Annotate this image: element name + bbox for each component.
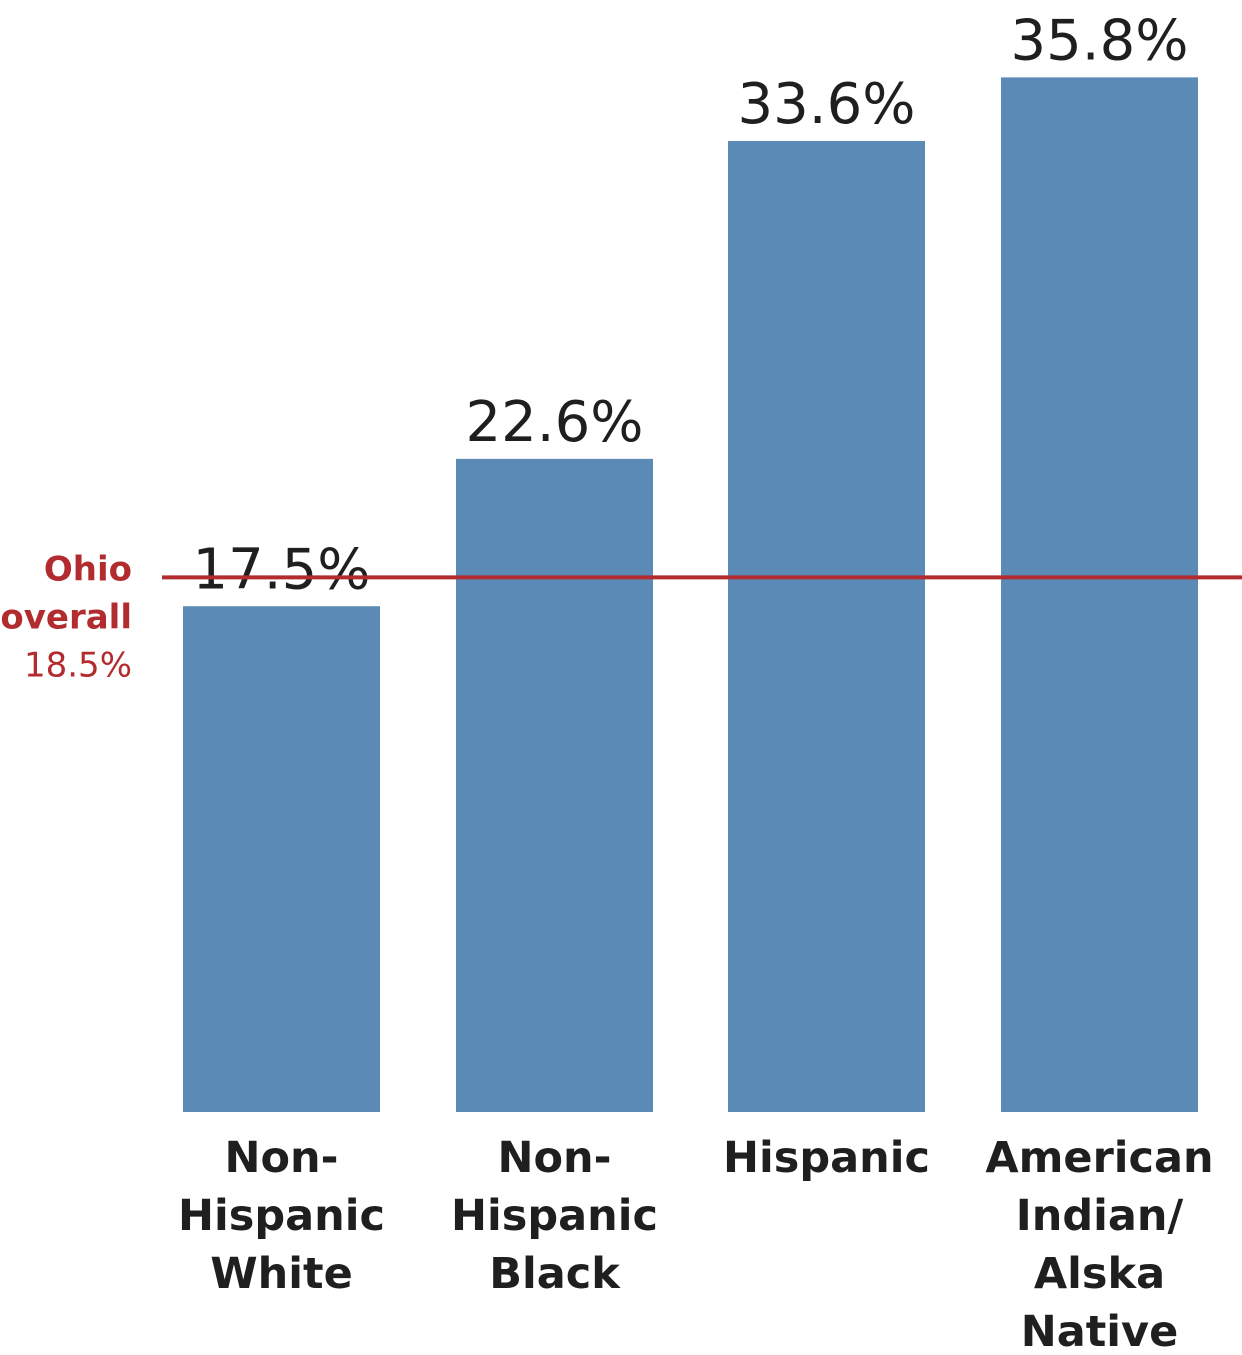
reference-line-label-line-1: Ohio (44, 549, 132, 589)
bar-4 (1001, 77, 1198, 1112)
category-label-2-line-3: Black (489, 1249, 621, 1299)
value-labels-group: 17.5% 22.6% 33.6% 35.8% (193, 8, 1189, 602)
bar-value-label-2: 22.6% (466, 390, 644, 455)
category-labels-group: Non- Hispanic White Non- Hispanic Black Hispan… (178, 1133, 1214, 1355)
category-label-3-line-1: Hispanic (723, 1133, 930, 1183)
category-label-1-line-2: Hispanic (178, 1191, 385, 1241)
bar-value-label-4: 35.8% (1011, 8, 1189, 73)
category-label-4-line-2: Indian/ (1016, 1191, 1184, 1241)
category-label-2-line-1: Non- (498, 1133, 612, 1183)
bar-2 (456, 458, 653, 1112)
category-label-1-line-1: Non- (225, 1133, 339, 1183)
bars-group (183, 77, 1198, 1112)
category-label-2-line-2: Hispanic (451, 1191, 658, 1241)
category-label-4-line-3: Alska (1034, 1249, 1165, 1299)
bar-1 (183, 606, 380, 1112)
category-label-1-line-3: White (210, 1249, 353, 1299)
reference-line-value-label: 18.5% (24, 645, 132, 685)
bar-value-label-1: 17.5% (193, 537, 371, 602)
bar-3 (728, 140, 925, 1112)
bar-value-label-3: 33.6% (738, 72, 916, 137)
reference-line-label-line-2: overall (0, 597, 132, 637)
category-label-4-line-4: Native (1021, 1307, 1179, 1355)
reference-line-group: Ohio overall 18.5% (0, 549, 1242, 685)
category-label-4-line-1: American (985, 1133, 1213, 1183)
